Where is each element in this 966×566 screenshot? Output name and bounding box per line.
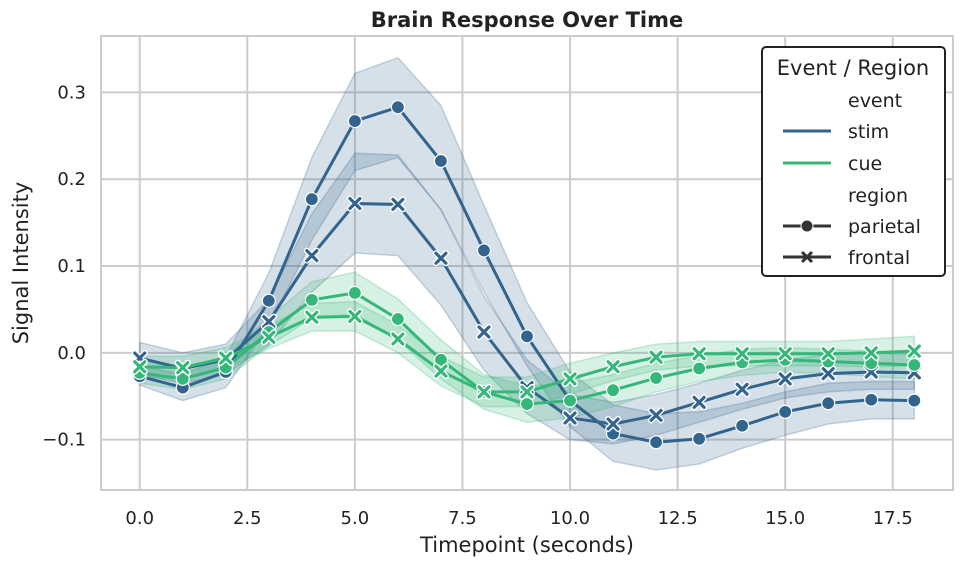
data-point [262,330,276,344]
data-point [304,192,319,207]
data-point [391,197,405,212]
data-point [735,418,750,433]
data-point [821,367,835,381]
data-point [563,411,577,425]
legend-style-title: region [848,185,908,207]
data-point [649,408,663,422]
y-axis-label: Signal Intensity [9,182,33,345]
legend: Event / Region event stim cue region par… [761,46,946,277]
y-tick-label: 0.1 [57,256,86,277]
data-point [563,372,577,386]
data-point [821,347,835,361]
y-tick-labels: −0.1 0.0 0.1 0.2 0.3 [42,82,86,450]
data-point [606,360,620,374]
x-tick-labels: 0.0 2.5 5.0 7.5 10.0 12.5 15.0 17.5 [125,508,912,529]
legend-stim-label: stim [848,121,889,143]
data-point [433,352,449,367]
data-point [649,350,663,364]
legend-frontal-marker [800,250,814,264]
x-tick-label: 17.5 [873,508,913,529]
data-point [648,370,664,386]
data-point [305,310,319,324]
data-point [778,404,793,419]
x-tick-label: 7.5 [448,508,477,529]
plot-frame [100,35,954,491]
legend-parietal-label: parietal [848,216,921,238]
data-point [648,435,664,450]
data-point [390,311,406,327]
y-tick-label: 0.0 [57,343,86,364]
x-tick-label: 15.0 [765,508,805,529]
data-point [434,364,448,378]
series-markers [131,100,923,450]
x-tick-label: 10.0 [550,508,590,529]
x-tick-label: 12.5 [658,508,698,529]
x-tick-label: 0.0 [125,508,154,529]
data-point [520,385,534,399]
legend-box [761,46,946,277]
data-point [907,344,921,358]
legend-hue-title: event [848,90,902,112]
y-tick-label: −0.1 [42,430,86,451]
data-point [692,347,706,361]
data-point [907,393,922,408]
legend-cue-label: cue [848,153,882,175]
data-point [606,417,620,431]
data-point [778,372,792,386]
data-point [305,249,319,263]
data-point [347,113,362,129]
data-point [692,395,706,409]
data-point [735,347,749,361]
data-point [391,332,405,346]
data-point [864,392,879,407]
data-point [434,251,448,265]
data-point [519,396,535,412]
data-point [864,346,878,360]
data-point [176,361,190,375]
data-point [133,360,147,374]
data-point [219,351,233,365]
data-point [519,329,535,344]
chart-title: Brain Response Over Time [371,8,683,32]
y-tick-label: 0.3 [57,82,86,103]
x-tick-label: 5.0 [341,508,370,529]
x-axis-label: Timepoint (seconds) [419,533,634,557]
data-point [477,385,491,399]
data-point [262,314,276,329]
data-point [433,153,449,169]
data-point [476,243,492,258]
data-point [821,396,836,411]
data-point [778,347,792,361]
data-point [304,292,319,307]
data-point [175,371,190,386]
data-point [477,325,491,339]
legend-title: Event / Region [777,56,929,80]
data-point [261,293,276,308]
data-point [390,100,406,115]
data-point [735,382,749,396]
data-point [605,383,621,398]
data-point [692,431,707,446]
data-point [348,309,362,323]
x-tick-label: 2.5 [233,508,262,529]
legend-frontal-label: frontal [848,247,910,269]
legend-parietal-marker [800,219,814,233]
confidence-band [138,152,916,445]
data-point [907,357,922,373]
y-tick-label: 0.2 [57,169,86,190]
data-point [562,393,578,408]
data-point [348,196,362,211]
data-point [347,285,362,301]
data-point [692,361,707,376]
